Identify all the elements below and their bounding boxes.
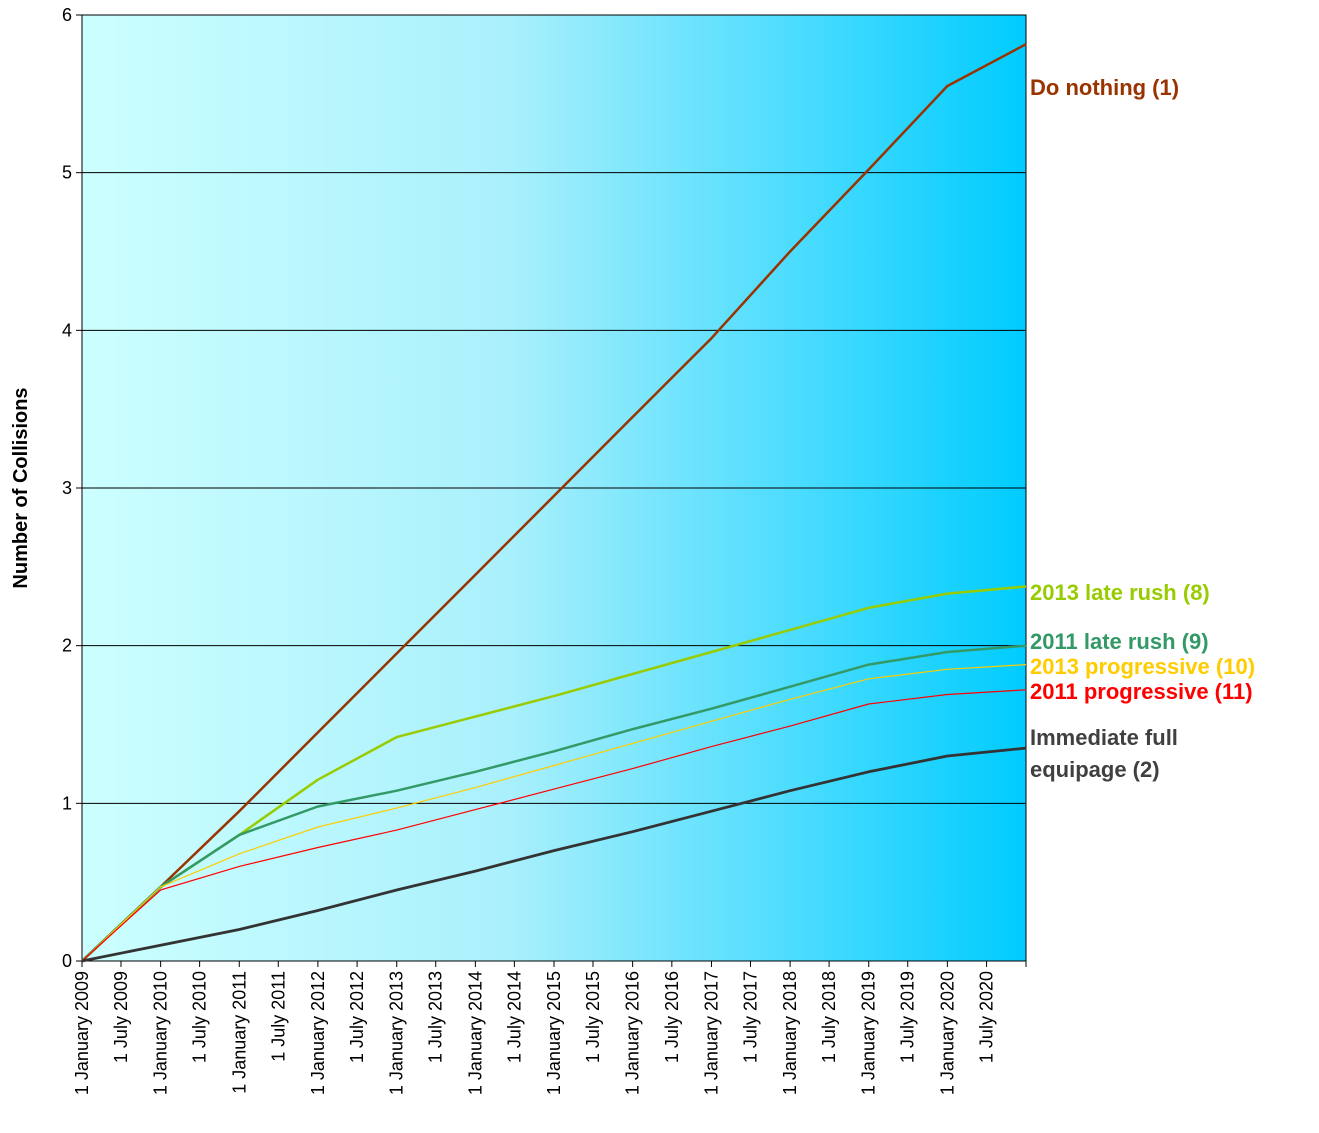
series-label-1: 2013 late rush (8) xyxy=(1030,580,1210,605)
y-tick-label: 2 xyxy=(62,636,72,656)
series-label-line: Immediate full xyxy=(1030,725,1178,750)
x-tick-label: 1 July 2019 xyxy=(898,971,918,1063)
x-tick-label: 1 July 2011 xyxy=(268,971,288,1062)
y-tick-label: 4 xyxy=(62,320,72,340)
x-tick-label: 1 July 2009 xyxy=(111,971,131,1063)
series-label-5: Immediate full equipage (2) xyxy=(1030,725,1178,782)
series-label-2: 2011 late rush (9) xyxy=(1030,629,1209,654)
gridlines xyxy=(82,172,1026,804)
x-tick-label: 1 July 2017 xyxy=(740,971,760,1063)
x-tick-label: 1 July 2015 xyxy=(583,971,603,1063)
series-lines xyxy=(81,43,1027,963)
x-tick-label: 1 January 2017 xyxy=(701,971,721,1095)
series-labels: Do nothing (1) 2013 late rush (8) 2011 lat… xyxy=(1030,75,1255,782)
series-label-line: equipage (2) xyxy=(1030,757,1160,782)
x-tick-label: 1 January 2020 xyxy=(937,971,957,1095)
x-tick-label: 1 July 2013 xyxy=(426,971,446,1063)
y-tick-label: 1 xyxy=(62,793,72,813)
x-tick-label: 1 January 2013 xyxy=(387,971,407,1095)
y-tick-label: 0 xyxy=(62,951,72,971)
x-tick-label: 1 July 2012 xyxy=(347,971,367,1063)
x-tick-labels: 1 January 2009 1 July 2009 1 January 2010 1… xyxy=(72,971,997,1095)
x-tick-label: 1 July 2018 xyxy=(819,971,839,1063)
axes xyxy=(76,14,1027,967)
series-line-5 xyxy=(81,746,1027,963)
y-tick-labels: 0 1 2 3 4 5 6 xyxy=(62,5,72,971)
x-tick-label: 1 July 2014 xyxy=(504,971,524,1063)
y-tick-label: 6 xyxy=(62,5,72,25)
x-tick-label: 1 January 2016 xyxy=(623,971,643,1095)
x-tick-label: 1 January 2018 xyxy=(780,971,800,1095)
x-tick-label: 1 July 2020 xyxy=(977,971,997,1063)
x-tick-label: 1 January 2010 xyxy=(151,971,171,1095)
y-tick-label: 5 xyxy=(62,163,72,183)
x-tick-label: 1 January 2015 xyxy=(544,971,564,1095)
x-tick-label: 1 January 2014 xyxy=(465,971,485,1095)
series-line-0 xyxy=(81,43,1027,962)
y-tick-label: 3 xyxy=(62,478,72,498)
x-tick-label: 1 January 2019 xyxy=(859,971,879,1095)
series-line-2 xyxy=(81,644,1027,962)
series-label-0: Do nothing (1) xyxy=(1030,75,1179,100)
y-axis-label: Number of Collisions xyxy=(10,387,32,588)
x-tick-label: 1 January 2009 xyxy=(72,971,92,1095)
series-line-3 xyxy=(81,664,1027,962)
series-label-3: 2013 progressive (10) xyxy=(1030,654,1255,679)
x-tick-label: 1 January 2011 xyxy=(229,971,249,1094)
x-tick-label: 1 July 2016 xyxy=(662,971,682,1063)
x-tick-label: 1 July 2010 xyxy=(190,971,210,1063)
x-tick-label: 1 January 2012 xyxy=(308,971,328,1095)
series-label-4: 2011 progressive (11) xyxy=(1030,679,1253,704)
series-line-4 xyxy=(81,689,1027,962)
